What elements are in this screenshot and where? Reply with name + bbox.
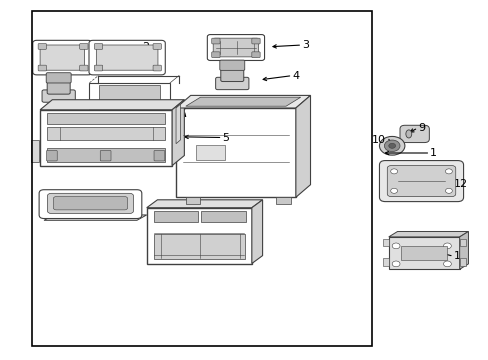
Bar bbox=[388, 237, 459, 269]
Text: 4: 4 bbox=[292, 71, 299, 81]
Circle shape bbox=[443, 243, 450, 249]
Circle shape bbox=[391, 243, 399, 249]
Bar bbox=[47, 127, 164, 140]
FancyBboxPatch shape bbox=[33, 40, 92, 75]
Bar bbox=[31, 140, 39, 162]
Bar bbox=[195, 145, 224, 160]
Circle shape bbox=[384, 140, 399, 152]
Bar bbox=[154, 211, 198, 222]
Polygon shape bbox=[40, 100, 184, 110]
Bar bbox=[32, 11, 371, 346]
Text: 9: 9 bbox=[417, 123, 425, 133]
FancyBboxPatch shape bbox=[100, 150, 111, 161]
FancyBboxPatch shape bbox=[47, 79, 70, 94]
Text: 5: 5 bbox=[222, 132, 229, 143]
FancyBboxPatch shape bbox=[207, 35, 264, 60]
Bar bbox=[47, 113, 164, 124]
Text: 11: 11 bbox=[162, 248, 176, 258]
FancyBboxPatch shape bbox=[89, 40, 165, 75]
Polygon shape bbox=[251, 200, 262, 264]
Bar bbox=[400, 246, 447, 260]
FancyBboxPatch shape bbox=[219, 60, 244, 71]
Polygon shape bbox=[459, 231, 468, 269]
FancyBboxPatch shape bbox=[46, 73, 71, 83]
Bar bbox=[47, 148, 164, 162]
Polygon shape bbox=[185, 97, 300, 106]
Bar bbox=[276, 197, 290, 204]
FancyBboxPatch shape bbox=[39, 190, 142, 219]
FancyBboxPatch shape bbox=[386, 166, 455, 197]
Circle shape bbox=[391, 261, 399, 267]
Polygon shape bbox=[176, 95, 310, 108]
Circle shape bbox=[390, 188, 397, 193]
FancyBboxPatch shape bbox=[213, 38, 258, 57]
FancyBboxPatch shape bbox=[96, 45, 158, 70]
FancyBboxPatch shape bbox=[215, 77, 248, 90]
Circle shape bbox=[443, 261, 450, 267]
Bar bbox=[201, 211, 245, 222]
FancyBboxPatch shape bbox=[40, 45, 84, 70]
FancyBboxPatch shape bbox=[80, 44, 88, 49]
Polygon shape bbox=[172, 100, 184, 166]
Text: 8: 8 bbox=[178, 103, 185, 113]
Circle shape bbox=[445, 169, 451, 174]
Circle shape bbox=[379, 136, 404, 155]
FancyBboxPatch shape bbox=[94, 44, 102, 49]
FancyBboxPatch shape bbox=[47, 193, 133, 213]
Circle shape bbox=[390, 169, 397, 174]
Bar bbox=[382, 258, 388, 266]
Polygon shape bbox=[44, 215, 146, 220]
Bar bbox=[146, 208, 251, 264]
FancyBboxPatch shape bbox=[251, 52, 260, 58]
FancyBboxPatch shape bbox=[53, 197, 127, 210]
Bar bbox=[154, 234, 244, 259]
Text: 13: 13 bbox=[453, 251, 467, 261]
FancyBboxPatch shape bbox=[38, 65, 46, 71]
Bar bbox=[459, 239, 465, 246]
FancyBboxPatch shape bbox=[94, 65, 102, 71]
FancyBboxPatch shape bbox=[251, 38, 260, 44]
Bar bbox=[99, 85, 160, 102]
FancyBboxPatch shape bbox=[46, 150, 57, 161]
Polygon shape bbox=[388, 231, 468, 237]
FancyBboxPatch shape bbox=[221, 67, 243, 82]
FancyBboxPatch shape bbox=[211, 38, 220, 44]
Text: 1: 1 bbox=[429, 148, 436, 158]
Text: 7: 7 bbox=[72, 206, 80, 216]
Bar bbox=[185, 197, 200, 204]
Bar bbox=[40, 110, 172, 166]
Bar bbox=[382, 239, 388, 246]
FancyBboxPatch shape bbox=[211, 52, 220, 58]
Polygon shape bbox=[146, 200, 262, 208]
Ellipse shape bbox=[405, 130, 411, 138]
FancyBboxPatch shape bbox=[42, 90, 75, 102]
Text: 12: 12 bbox=[453, 179, 467, 189]
Bar bbox=[459, 258, 465, 266]
FancyBboxPatch shape bbox=[153, 44, 161, 49]
FancyBboxPatch shape bbox=[154, 150, 164, 161]
Polygon shape bbox=[295, 95, 310, 197]
FancyBboxPatch shape bbox=[153, 65, 161, 71]
FancyBboxPatch shape bbox=[399, 125, 428, 143]
Text: 3: 3 bbox=[302, 40, 308, 50]
Circle shape bbox=[388, 143, 395, 148]
FancyBboxPatch shape bbox=[38, 44, 46, 49]
FancyBboxPatch shape bbox=[80, 65, 88, 71]
Text: 10: 10 bbox=[371, 135, 386, 145]
Bar bbox=[176, 108, 295, 197]
Polygon shape bbox=[176, 104, 180, 144]
Bar bbox=[89, 83, 170, 109]
FancyBboxPatch shape bbox=[379, 161, 463, 202]
Text: 2: 2 bbox=[142, 42, 149, 52]
Text: 6: 6 bbox=[204, 100, 211, 110]
Circle shape bbox=[445, 188, 451, 193]
